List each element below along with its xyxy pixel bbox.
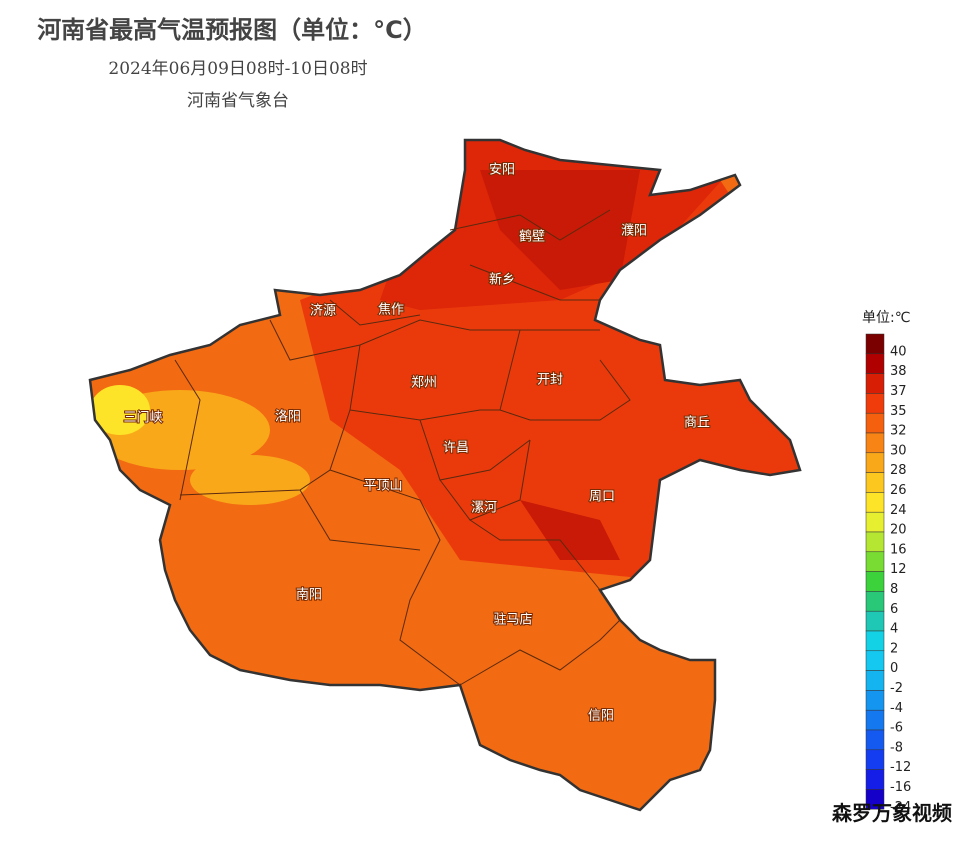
legend-swatch bbox=[865, 492, 885, 513]
city-label: 郑州 bbox=[411, 376, 437, 391]
legend-label: 20 bbox=[890, 523, 907, 538]
legend-swatch bbox=[865, 729, 885, 751]
legend-label: -8 bbox=[890, 740, 903, 755]
legend-label: 2 bbox=[890, 641, 898, 656]
city-label: 驻马店 bbox=[493, 613, 532, 628]
legend-label: -16 bbox=[890, 780, 911, 795]
legend-swatch bbox=[865, 353, 885, 374]
city-label: 许昌 bbox=[443, 441, 469, 456]
legend-label: 40 bbox=[890, 344, 907, 359]
legend-swatch bbox=[865, 690, 885, 711]
legend-label: 24 bbox=[890, 503, 907, 518]
legend-swatch bbox=[865, 472, 885, 493]
city-label: 漯河 bbox=[471, 501, 497, 516]
legend-label: 37 bbox=[890, 384, 907, 399]
city-label: 濮阳 bbox=[621, 224, 647, 239]
legend-label: -12 bbox=[890, 760, 911, 775]
city-label: 信阳 bbox=[588, 709, 614, 724]
legend-label: 26 bbox=[890, 483, 907, 498]
legend-label: 4 bbox=[890, 622, 898, 637]
legend-swatch bbox=[865, 630, 885, 652]
city-label: 三门峡 bbox=[123, 411, 162, 426]
legend-swatch bbox=[865, 373, 885, 394]
legend-label: 30 bbox=[890, 443, 907, 458]
legend-title: 单位:℃ bbox=[862, 310, 910, 326]
legend-label: 6 bbox=[890, 602, 898, 617]
city-label: 济源 bbox=[310, 304, 336, 319]
city-label: 周口 bbox=[589, 490, 615, 505]
legend-label: 12 bbox=[890, 562, 907, 577]
city-label: 南阳 bbox=[296, 587, 322, 603]
legend-swatch bbox=[865, 769, 885, 790]
legend-label: -4 bbox=[890, 701, 903, 716]
legend-label: -2 bbox=[890, 681, 903, 696]
city-label: 洛阳 bbox=[275, 410, 301, 425]
city-boundaries bbox=[174, 209, 631, 686]
city-label: 鹤壁 bbox=[519, 229, 545, 245]
city-label: 商丘 bbox=[684, 416, 710, 431]
legend-swatch bbox=[865, 432, 885, 454]
city-labels: 安阳 鹤壁 濮阳 新乡 济源 焦作 郑州 开封 商丘 三门峡 洛阳 许昌 平顶山… bbox=[122, 162, 711, 725]
legend-swatch bbox=[865, 749, 885, 770]
legend-label: 32 bbox=[890, 424, 907, 439]
city-label: 开封 bbox=[537, 373, 563, 388]
legend-swatch bbox=[865, 412, 885, 434]
legend: 40383735323028262420161286420-2-4-6-8-12… bbox=[865, 333, 911, 815]
city-label: 平顶山 bbox=[363, 479, 402, 494]
legend-swatch bbox=[865, 650, 885, 671]
legend-label: -6 bbox=[890, 721, 903, 736]
legend-swatch bbox=[865, 452, 885, 473]
legend-label: 0 bbox=[890, 661, 898, 676]
title: 河南省最高气温预报图（单位：°C） bbox=[37, 16, 427, 44]
legend-label: 38 bbox=[890, 364, 907, 379]
city-label: 焦作 bbox=[378, 303, 404, 318]
legend-label: 16 bbox=[890, 542, 907, 557]
legend-swatch bbox=[865, 610, 885, 632]
legend-swatch bbox=[865, 333, 885, 355]
legend-swatch bbox=[865, 511, 885, 533]
legend-swatch bbox=[865, 531, 885, 553]
city-label: 新乡 bbox=[489, 272, 515, 288]
legend-swatch bbox=[865, 789, 885, 810]
legend-label: -24 bbox=[890, 800, 911, 815]
legend-swatch bbox=[865, 551, 885, 572]
legend-swatch bbox=[865, 591, 885, 612]
subtitle: 2024年06月09日08时-10日08时 bbox=[108, 59, 367, 79]
city-label: 安阳 bbox=[489, 163, 515, 178]
legend-label: 8 bbox=[890, 582, 898, 597]
issuer: 河南省气象台 bbox=[187, 91, 289, 111]
legend-swatch bbox=[865, 571, 885, 592]
legend-label: 35 bbox=[890, 404, 907, 419]
legend-swatch bbox=[865, 393, 885, 414]
legend-label: 28 bbox=[890, 463, 907, 478]
temperature-field bbox=[90, 140, 800, 810]
legend-swatch bbox=[865, 670, 885, 691]
legend-swatch bbox=[865, 709, 885, 731]
watermark: 森罗万象视频 bbox=[832, 801, 952, 825]
